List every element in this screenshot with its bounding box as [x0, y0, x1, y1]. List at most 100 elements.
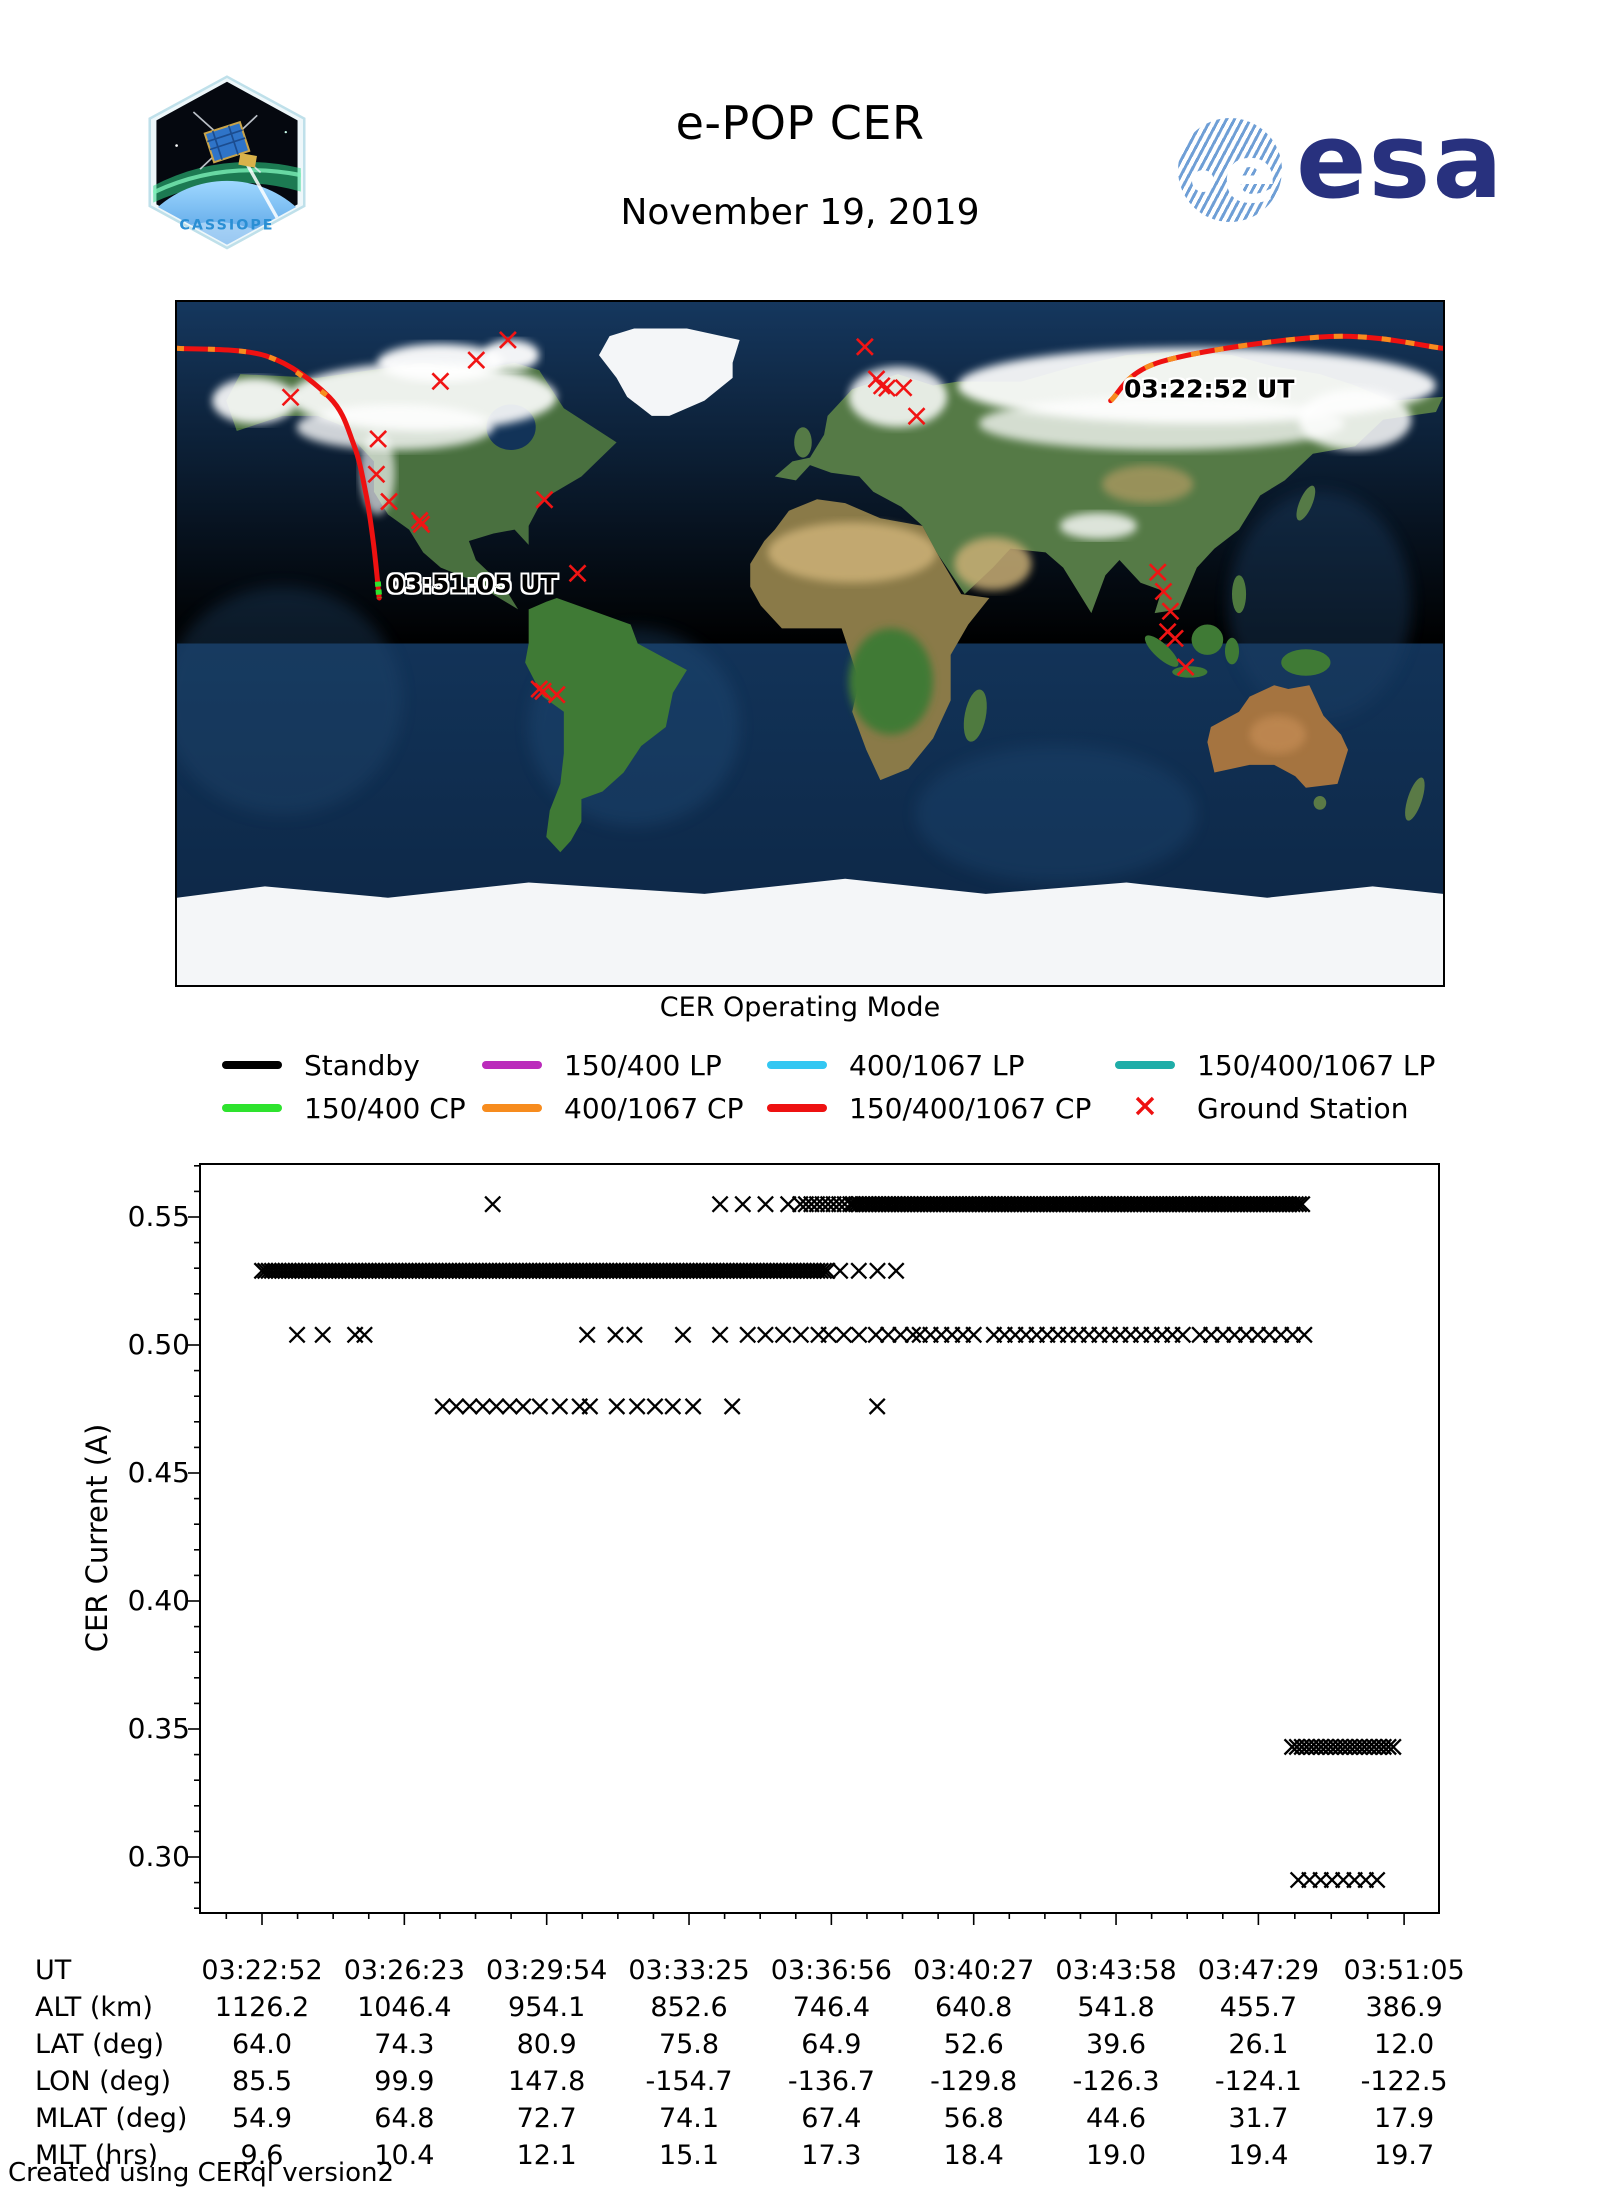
table-cell: 1126.2 — [214, 1992, 310, 2023]
track-green-tip — [374, 581, 383, 599]
table-cell: 72.7 — [516, 2103, 577, 2134]
ground-station-x-icon — [878, 379, 896, 398]
x-marker — [792, 1326, 810, 1344]
ground-station-x-icon — [281, 388, 300, 407]
x-marker — [674, 1326, 692, 1344]
legend-label: Standby — [304, 1048, 420, 1082]
legend-label: 400/1067 CP — [564, 1091, 744, 1125]
x-marker — [818, 1262, 836, 1280]
x-marker — [723, 1397, 741, 1415]
legend-line-swatch — [222, 1104, 282, 1112]
x-marker — [514, 1397, 532, 1415]
legend-item-150-400-lp: 150/400 LP — [482, 1048, 722, 1082]
x-marker — [879, 1326, 897, 1344]
table-row-label: ALT (km) — [35, 1992, 153, 2023]
table-cell: 74.3 — [374, 2029, 435, 2060]
x-marker — [1290, 1195, 1308, 1213]
table-cell: 64.0 — [231, 2029, 293, 2060]
x-marker — [815, 1262, 833, 1280]
x-marker — [447, 1397, 465, 1415]
cer-current-plot — [188, 1163, 1440, 1925]
x-marker — [869, 1262, 886, 1280]
ground-station-x-icon — [410, 511, 429, 530]
table-cell: -124.1 — [1214, 2066, 1302, 2097]
ground-station-x-icon — [380, 492, 398, 511]
table-row-label: LAT (deg) — [35, 2029, 165, 2060]
ground-station-x-icon — [1148, 563, 1167, 582]
legend-label: 150/400/1067 CP — [849, 1091, 1092, 1125]
ground-track-map: 03:22:52 UT 03:51:05 UT — [175, 300, 1445, 987]
x-marker — [820, 1326, 838, 1344]
cassiope-patch-icon: CASSIOPE — [148, 75, 306, 250]
x-marker — [461, 1397, 479, 1415]
legend-item-400-1067-cp: 400/1067 CP — [482, 1091, 743, 1125]
legend-label: 150/400/1067 LP — [1197, 1048, 1436, 1082]
table-cell: 03:33:25 — [628, 1955, 750, 1986]
table-cell: 19.4 — [1228, 2140, 1289, 2171]
track-west — [177, 345, 382, 601]
ground-station-x-icon — [431, 372, 450, 391]
y-axis-label: CER Current (A) — [80, 1423, 114, 1653]
x-marker — [664, 1397, 682, 1415]
x-marker — [608, 1397, 626, 1415]
world-map-icon — [177, 302, 1443, 985]
table-cell: -154.7 — [645, 2066, 733, 2097]
table-cell: 852.6 — [650, 1992, 728, 2023]
y-tick-label: 0.30 — [127, 1840, 190, 1873]
x-marker — [850, 1326, 868, 1344]
legend-item-400-1067-lp: 400/1067 LP — [767, 1048, 1025, 1082]
legend-line-swatch — [767, 1061, 827, 1069]
page-date: November 19, 2019 — [620, 192, 980, 233]
ground-station-x-icon — [412, 515, 431, 534]
legend-label: 400/1067 LP — [849, 1048, 1025, 1082]
x-marker — [484, 1195, 502, 1213]
table-row-label: LON (deg) — [35, 2066, 172, 2097]
ground-station-x-icon — [534, 682, 553, 701]
ground-station-x-icon — [547, 685, 566, 704]
ground-station-x-icon — [467, 351, 486, 369]
ground-station-x-icon — [369, 430, 388, 448]
ground-station-x-icon — [568, 564, 587, 583]
esa-globe-icon — [1178, 118, 1282, 222]
x-marker — [1368, 1871, 1386, 1889]
y-tick-label: 0.55 — [127, 1200, 190, 1233]
x-marker — [501, 1397, 519, 1415]
table-cell: 64.9 — [801, 2029, 862, 2060]
x-marker — [904, 1326, 922, 1344]
x-marker — [711, 1195, 729, 1213]
table-cell: 12.1 — [516, 2140, 577, 2171]
track-time-annotation: 03:22:52 UT — [1123, 374, 1295, 404]
x-marker — [474, 1397, 492, 1415]
track-time-annotation: 03:51:05 UT — [387, 569, 558, 599]
x-marker — [965, 1326, 983, 1344]
table-cell: 03:47:29 — [1197, 1955, 1319, 1986]
x-marker — [734, 1195, 752, 1213]
table-cell: 386.9 — [1365, 1992, 1443, 2023]
ground-station-x-icon — [1161, 602, 1180, 621]
x-marker — [757, 1195, 774, 1213]
track-overlay — [177, 331, 1443, 704]
legend-label: 150/400 LP — [564, 1048, 722, 1082]
satellite-icon — [203, 120, 257, 168]
y-tick-label: 0.45 — [127, 1456, 190, 1489]
ground-station-x-icon — [367, 465, 386, 484]
footer-credit: Created using CERql version2 — [8, 2158, 395, 2188]
x-marker — [1293, 1195, 1311, 1213]
x-marker — [756, 1326, 774, 1344]
x-marker — [892, 1326, 910, 1344]
table-cell: 39.6 — [1085, 2029, 1147, 2060]
esa-wordmark: esa — [1296, 100, 1505, 222]
table-cell: 03:29:54 — [486, 1955, 608, 1986]
x-marker — [551, 1397, 569, 1415]
esa-logo: e esa — [1178, 100, 1503, 228]
track-east-dashes — [1108, 333, 1443, 403]
table-cell: 74.1 — [658, 2103, 720, 2134]
legend-label: 150/400 CP — [304, 1091, 466, 1125]
legend-label: Ground Station — [1197, 1091, 1409, 1125]
table-cell: -129.8 — [930, 2066, 1018, 2097]
x-marker — [868, 1397, 886, 1415]
table-cell: 03:36:56 — [770, 1955, 892, 1986]
ground-station-x-icon — [498, 331, 517, 349]
x-marker — [1174, 1326, 1192, 1344]
legend-line-swatch — [482, 1104, 542, 1112]
